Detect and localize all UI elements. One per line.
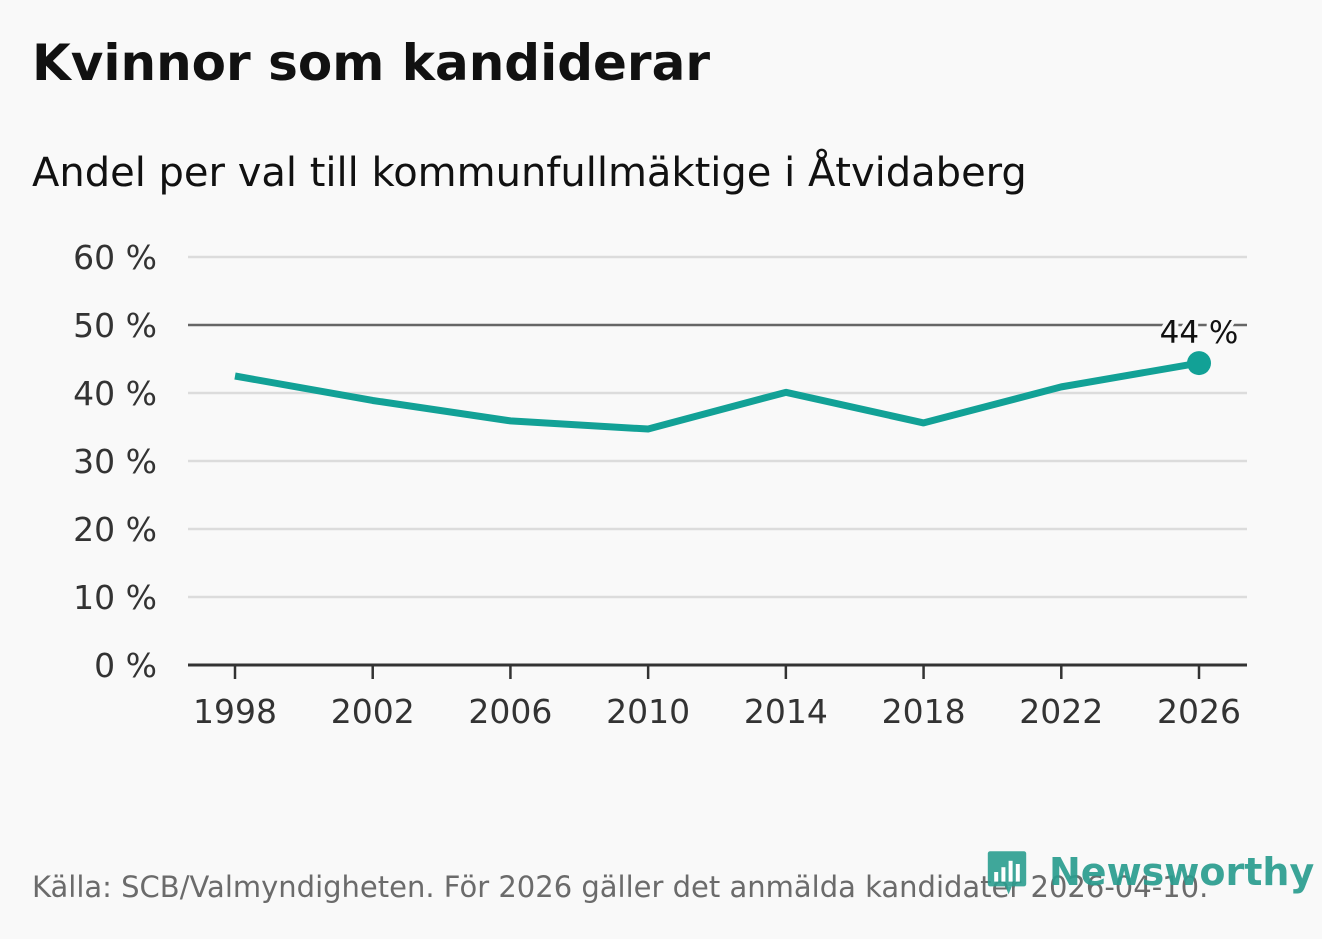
chart-subtitle: Andel per val till kommunfullmäktige i Å… xyxy=(32,150,1027,196)
end-point-marker xyxy=(1187,351,1211,376)
x-tick-label: 2026 xyxy=(1157,692,1241,731)
x-tick-label: 2018 xyxy=(882,692,966,731)
end-value-label: 44 % xyxy=(1160,315,1239,351)
y-tick-label: 10 % xyxy=(73,578,157,617)
newsworthy-logo: Newsworthy xyxy=(983,848,1314,896)
series-line xyxy=(234,359,1200,433)
y-tick-label: 30 % xyxy=(73,442,157,481)
end-label-halo: 44 % xyxy=(1160,315,1239,351)
y-tick-label: 50 % xyxy=(73,306,157,345)
y-tick-label: 20 % xyxy=(73,510,157,549)
y-tick-label: 60 % xyxy=(73,238,157,277)
x-tick-label: 2022 xyxy=(1019,692,1103,731)
y-tick-label: 0 % xyxy=(94,646,157,685)
brand-name: Newsworthy xyxy=(1049,850,1315,894)
x-tick-label: 2014 xyxy=(744,692,828,731)
x-tick-label: 1998 xyxy=(193,692,277,731)
y-tick-label: 40 % xyxy=(73,374,157,413)
chart-title: Kvinnor som kandiderar xyxy=(32,34,710,92)
x-tick-label: 2002 xyxy=(331,692,415,731)
x-tick-label: 2010 xyxy=(606,692,690,731)
bar-chart-icon xyxy=(987,851,1027,895)
x-tick-label: 2006 xyxy=(468,692,552,731)
